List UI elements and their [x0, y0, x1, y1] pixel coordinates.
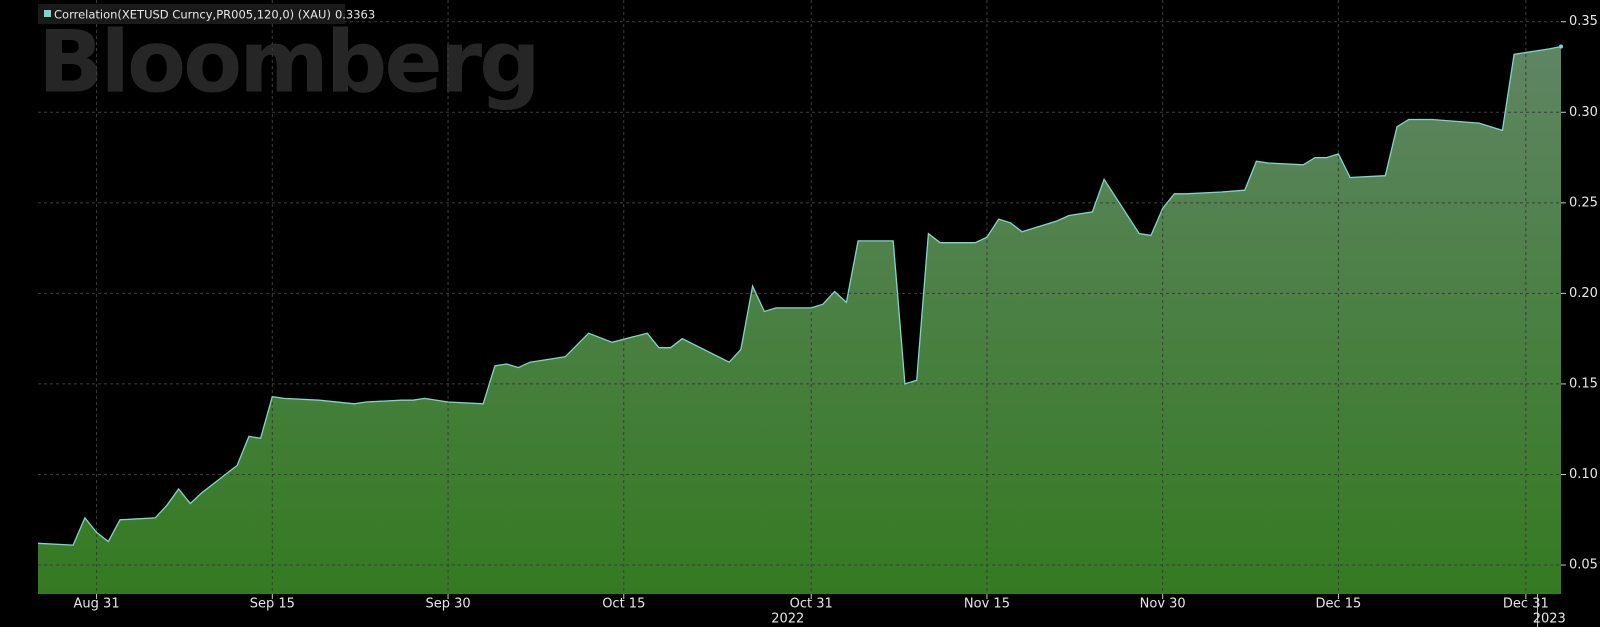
- x-tick-label: Oct 15: [602, 597, 645, 612]
- x-tick-label: Oct 31: [790, 597, 833, 612]
- legend-label: Correlation(XETUSD Curncy,PR005,120,0) (…: [54, 7, 375, 21]
- y-tick-label: 0.25: [1569, 195, 1598, 210]
- x-tick-label: Sep 30: [425, 597, 470, 612]
- year-label: 2023: [1533, 612, 1566, 627]
- x-tick-label: Aug 31: [74, 597, 120, 612]
- year-label: 2022: [771, 612, 804, 627]
- line: [37, 45, 1562, 546]
- x-tick-label: Dec 31: [1503, 597, 1549, 612]
- last-point: [1559, 44, 1563, 49]
- legend-last-value: 0.3363: [335, 7, 375, 21]
- y-tick-label: 0.05: [1569, 558, 1598, 573]
- y-tick-label: 0.20: [1569, 286, 1598, 301]
- y-tick-label: 0.10: [1569, 467, 1598, 482]
- x-tick-label: Dec 15: [1315, 597, 1361, 612]
- y-tick-label: 0.30: [1569, 105, 1598, 120]
- y-tick-label: 0.15: [1569, 376, 1598, 391]
- x-tick-label: Sep 15: [250, 597, 295, 612]
- area: [38, 46, 1561, 594]
- x-tick-label: Nov 30: [1140, 597, 1186, 612]
- legend-box: [38, 4, 345, 24]
- y-tick-label: 0.35: [1569, 14, 1598, 29]
- watermark: Bloomberg: [38, 12, 538, 112]
- legend-name: Correlation(XETUSD Curncy,PR005,120,0) (…: [54, 7, 331, 21]
- legend-swatch: [44, 10, 51, 17]
- x-tick-label: Nov 15: [964, 597, 1010, 612]
